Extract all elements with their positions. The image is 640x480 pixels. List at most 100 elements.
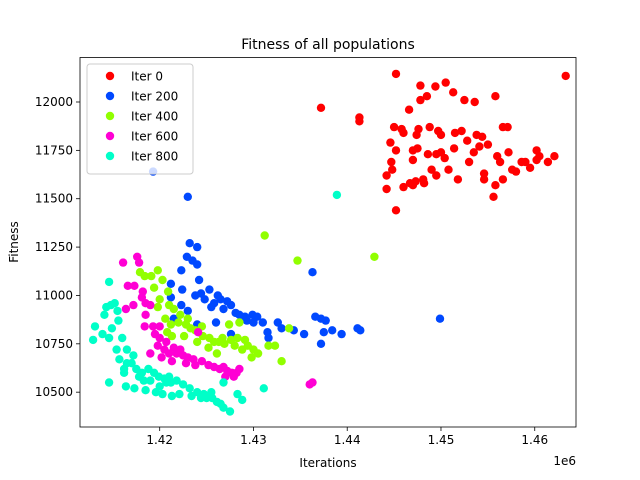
series-3 (118, 252, 317, 389)
data-point (440, 153, 449, 163)
data-point (183, 306, 192, 316)
data-point (155, 322, 164, 331)
data-point (147, 271, 156, 281)
legend-label: Iter 200 (131, 90, 178, 104)
data-point (113, 306, 122, 316)
data-point (413, 144, 422, 153)
data-point (179, 331, 189, 341)
data-point (122, 345, 132, 354)
data-point (104, 333, 114, 343)
legend-entries: Iter 0 Iter 200 Iter 400 Iter 600 Iter 800 (105, 70, 178, 164)
data-point (427, 165, 436, 174)
data-point (242, 316, 252, 325)
data-point (469, 148, 478, 157)
data-point (158, 389, 167, 399)
data-point (495, 157, 505, 167)
data-point (479, 175, 489, 184)
data-point (146, 376, 155, 385)
legend-label: Iter 800 (131, 150, 178, 164)
data-point (419, 179, 429, 188)
data-point (88, 335, 98, 345)
data-point (205, 285, 214, 294)
data-point (431, 82, 440, 91)
data-point (146, 349, 155, 358)
data-point (166, 279, 176, 288)
data-point (146, 300, 155, 310)
data-point (187, 391, 196, 401)
data-point (259, 384, 268, 393)
x-tick-label: 1.42 (146, 433, 173, 447)
data-point (155, 295, 164, 304)
data-point (489, 192, 498, 201)
data-point (139, 376, 148, 385)
data-point (388, 165, 397, 174)
data-point (449, 144, 459, 153)
data-point (141, 310, 150, 319)
data-point (127, 359, 136, 368)
data-point (118, 258, 128, 267)
data-point (167, 391, 177, 401)
legend-marker (105, 111, 115, 121)
data-point (508, 165, 517, 174)
data-point (435, 314, 445, 323)
data-point (102, 302, 111, 312)
plot-area-frame (79, 57, 577, 428)
data-point (115, 355, 124, 364)
data-point (328, 326, 337, 335)
data-point (140, 271, 149, 281)
data-point (264, 341, 273, 350)
data-point (316, 103, 326, 113)
data-point (299, 329, 309, 339)
data-point (441, 78, 450, 87)
data-point (416, 81, 425, 90)
data-point (404, 105, 414, 114)
data-point (525, 163, 535, 172)
data-point (114, 316, 123, 325)
y-tick-label: 11750 (35, 143, 73, 157)
data-point (104, 378, 114, 387)
data-point (174, 318, 183, 327)
data-point (212, 349, 222, 358)
y-tick-label: 11250 (35, 240, 73, 254)
data-point (498, 175, 508, 184)
data-point (399, 182, 408, 192)
x-tick-label: 1.44 (334, 433, 361, 447)
data-point (423, 150, 433, 159)
data-point (229, 372, 238, 381)
data-point (308, 378, 317, 387)
data-point (183, 192, 192, 201)
legend-marker (105, 71, 115, 81)
data-point (436, 130, 446, 140)
y-tick-label: 11000 (35, 288, 73, 302)
y-tick-label: 12000 (35, 95, 73, 109)
data-points (88, 69, 570, 416)
data-point (332, 190, 342, 200)
data-point (247, 353, 256, 362)
data-point (193, 242, 202, 252)
data-point (483, 140, 493, 149)
data-point (100, 310, 109, 319)
legend-marker (105, 91, 115, 101)
data-point (224, 320, 234, 329)
data-point (153, 341, 162, 350)
data-point (130, 281, 139, 290)
data-point (463, 136, 472, 145)
data-point (216, 399, 225, 408)
data-point (277, 324, 286, 333)
data-point (491, 92, 500, 101)
data-point (503, 122, 512, 132)
data-point (157, 353, 166, 362)
x-axis-label: Iterations (299, 456, 356, 470)
data-point (104, 277, 114, 287)
data-point (196, 393, 206, 403)
data-point (399, 128, 408, 138)
legend: Iter 0 Iter 200 Iter 400 Iter 600 Iter 800 (86, 63, 194, 175)
y-tick-label: 10500 (35, 385, 73, 399)
data-point (197, 357, 207, 366)
data-point (386, 138, 395, 147)
data-point (230, 341, 239, 350)
series-2 (135, 231, 379, 366)
y-tick-label: 11500 (35, 192, 73, 206)
data-point (178, 380, 188, 389)
data-point (478, 132, 487, 141)
